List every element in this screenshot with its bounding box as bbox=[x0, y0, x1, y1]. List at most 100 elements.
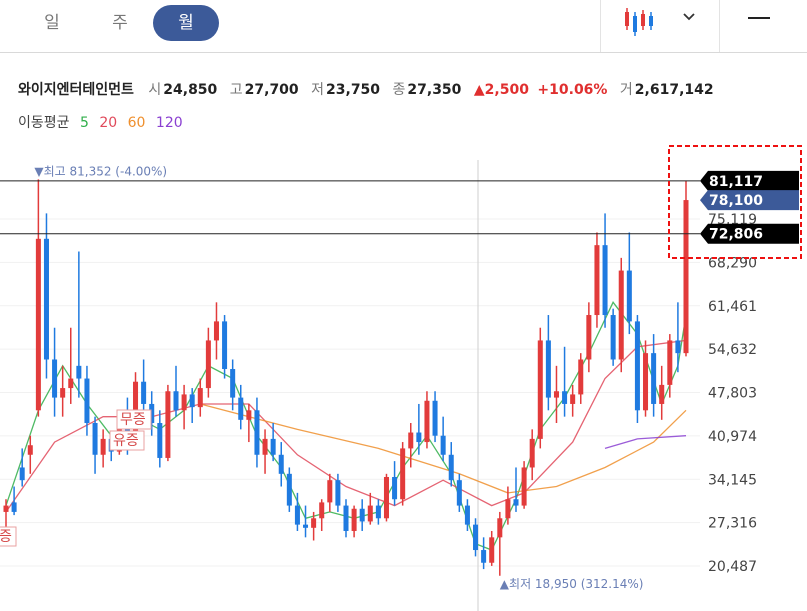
candle-body bbox=[246, 410, 252, 420]
min-annotation: ▲최저 18,950 (312.14%) bbox=[500, 577, 644, 591]
candle-body bbox=[303, 524, 309, 528]
candle-body bbox=[594, 245, 600, 316]
event-badge bbox=[0, 526, 17, 547]
y-tick-label: 34,145 bbox=[708, 472, 757, 488]
candle-body bbox=[141, 381, 147, 404]
price-summary: 와이지엔터테인먼트 시 24,850 고 27,700 저 23,750 종 27,35… bbox=[18, 79, 722, 99]
candle-body bbox=[537, 340, 543, 439]
candle-body bbox=[19, 467, 25, 481]
candle-body bbox=[270, 438, 276, 455]
candle-body bbox=[448, 454, 454, 481]
candle-body bbox=[651, 353, 657, 404]
event-badge bbox=[109, 430, 145, 451]
candle-body bbox=[92, 423, 98, 455]
candle-body bbox=[84, 378, 90, 424]
candle-body bbox=[667, 340, 673, 385]
candlestick-chart[interactable]: 75,11968,29061,46154,63247,80340,97434,1… bbox=[0, 141, 807, 611]
candle-body bbox=[157, 423, 163, 458]
candle-body bbox=[222, 321, 228, 370]
candle-body bbox=[610, 315, 616, 360]
y-tick-label: 68,290 bbox=[708, 255, 757, 271]
close-label: 종 bbox=[392, 82, 406, 98]
ma-60-label: 60 bbox=[127, 115, 146, 131]
event-label: 유증 bbox=[113, 433, 139, 449]
ma-legend: 이동평균 5 20 60 120 bbox=[18, 112, 189, 132]
price-badge-label: 72,806 bbox=[709, 227, 763, 243]
candle-body bbox=[294, 505, 300, 525]
candle-body bbox=[327, 480, 333, 503]
open-value: 24,850 bbox=[163, 82, 218, 98]
tab-month[interactable]: 월 bbox=[153, 5, 219, 41]
candle-body bbox=[133, 381, 139, 436]
candle-body bbox=[634, 321, 640, 411]
candle-body bbox=[521, 467, 527, 506]
ma-120-line bbox=[604, 435, 687, 450]
candle-body bbox=[173, 391, 179, 411]
candle-body bbox=[473, 524, 479, 551]
candle-body bbox=[383, 476, 389, 519]
candle-body bbox=[367, 505, 373, 522]
candle-body bbox=[149, 403, 155, 424]
menu-icon[interactable] bbox=[748, 17, 770, 19]
price-badge bbox=[700, 190, 799, 211]
max-annotation: ▼최고 81,352 (-4.00%) bbox=[34, 164, 167, 178]
candle-body bbox=[254, 410, 260, 455]
candle-body bbox=[351, 508, 357, 531]
candle-body bbox=[197, 388, 203, 408]
candle-body bbox=[505, 499, 511, 519]
low-label: 저 bbox=[311, 82, 325, 98]
candle-body bbox=[400, 448, 406, 500]
y-tick-label: 27,316 bbox=[708, 516, 757, 532]
candle-body bbox=[626, 270, 632, 322]
ma-20-line bbox=[5, 339, 687, 513]
y-tick-label: 20,487 bbox=[708, 559, 757, 575]
toolbar-divider bbox=[600, 0, 601, 52]
candle-body bbox=[230, 369, 236, 398]
candle-body bbox=[100, 438, 106, 455]
candle-body bbox=[562, 391, 568, 404]
high-label: 고 bbox=[229, 82, 243, 98]
up-arrow-icon: ▲ bbox=[473, 82, 485, 98]
candle-body bbox=[675, 340, 681, 354]
stock-name: 와이지엔터테인먼트 bbox=[18, 82, 134, 98]
candle-body bbox=[424, 400, 430, 443]
ma-120-label: 120 bbox=[155, 115, 183, 131]
candlestick-icon[interactable] bbox=[620, 6, 658, 38]
candle-body bbox=[35, 238, 41, 411]
y-tick-label: 61,461 bbox=[708, 299, 757, 315]
candle-body bbox=[27, 445, 33, 455]
period-toolbar: 일 주 월 bbox=[0, 0, 807, 53]
tab-day[interactable]: 일 bbox=[44, 13, 60, 33]
candle-body bbox=[43, 238, 49, 360]
chevron-down-icon[interactable] bbox=[680, 8, 698, 26]
volume-label: 거 bbox=[619, 82, 633, 98]
tab-week[interactable]: 주 bbox=[112, 13, 128, 33]
ma-legend-label: 이동평균 bbox=[18, 115, 70, 131]
volume-value: 2,617,142 bbox=[634, 82, 714, 98]
close-value: 27,350 bbox=[407, 82, 462, 98]
toolbar-divider-2 bbox=[719, 0, 720, 52]
candle-body bbox=[578, 359, 584, 395]
candle-body bbox=[52, 359, 58, 398]
candle-body bbox=[335, 480, 341, 506]
price-badge bbox=[700, 170, 799, 191]
candle-body bbox=[659, 384, 665, 404]
ma-20-label: 20 bbox=[99, 115, 118, 131]
low-value: 23,750 bbox=[326, 82, 381, 98]
candle-body bbox=[238, 397, 244, 420]
candle-body bbox=[489, 537, 495, 563]
candle-body bbox=[602, 245, 608, 316]
candle-body bbox=[262, 438, 268, 455]
candle-body bbox=[205, 340, 211, 389]
candle-body bbox=[481, 550, 487, 563]
candle-body bbox=[464, 505, 470, 525]
candle-body bbox=[60, 388, 66, 398]
high-value: 27,700 bbox=[244, 82, 299, 98]
price-badge-label: 78,100 bbox=[709, 193, 763, 209]
candle-body bbox=[408, 432, 414, 449]
candle-body bbox=[213, 321, 219, 341]
event-label: 증 bbox=[0, 529, 12, 545]
candle-body bbox=[343, 505, 349, 531]
candle-body bbox=[392, 476, 398, 500]
candle-body bbox=[570, 394, 576, 404]
